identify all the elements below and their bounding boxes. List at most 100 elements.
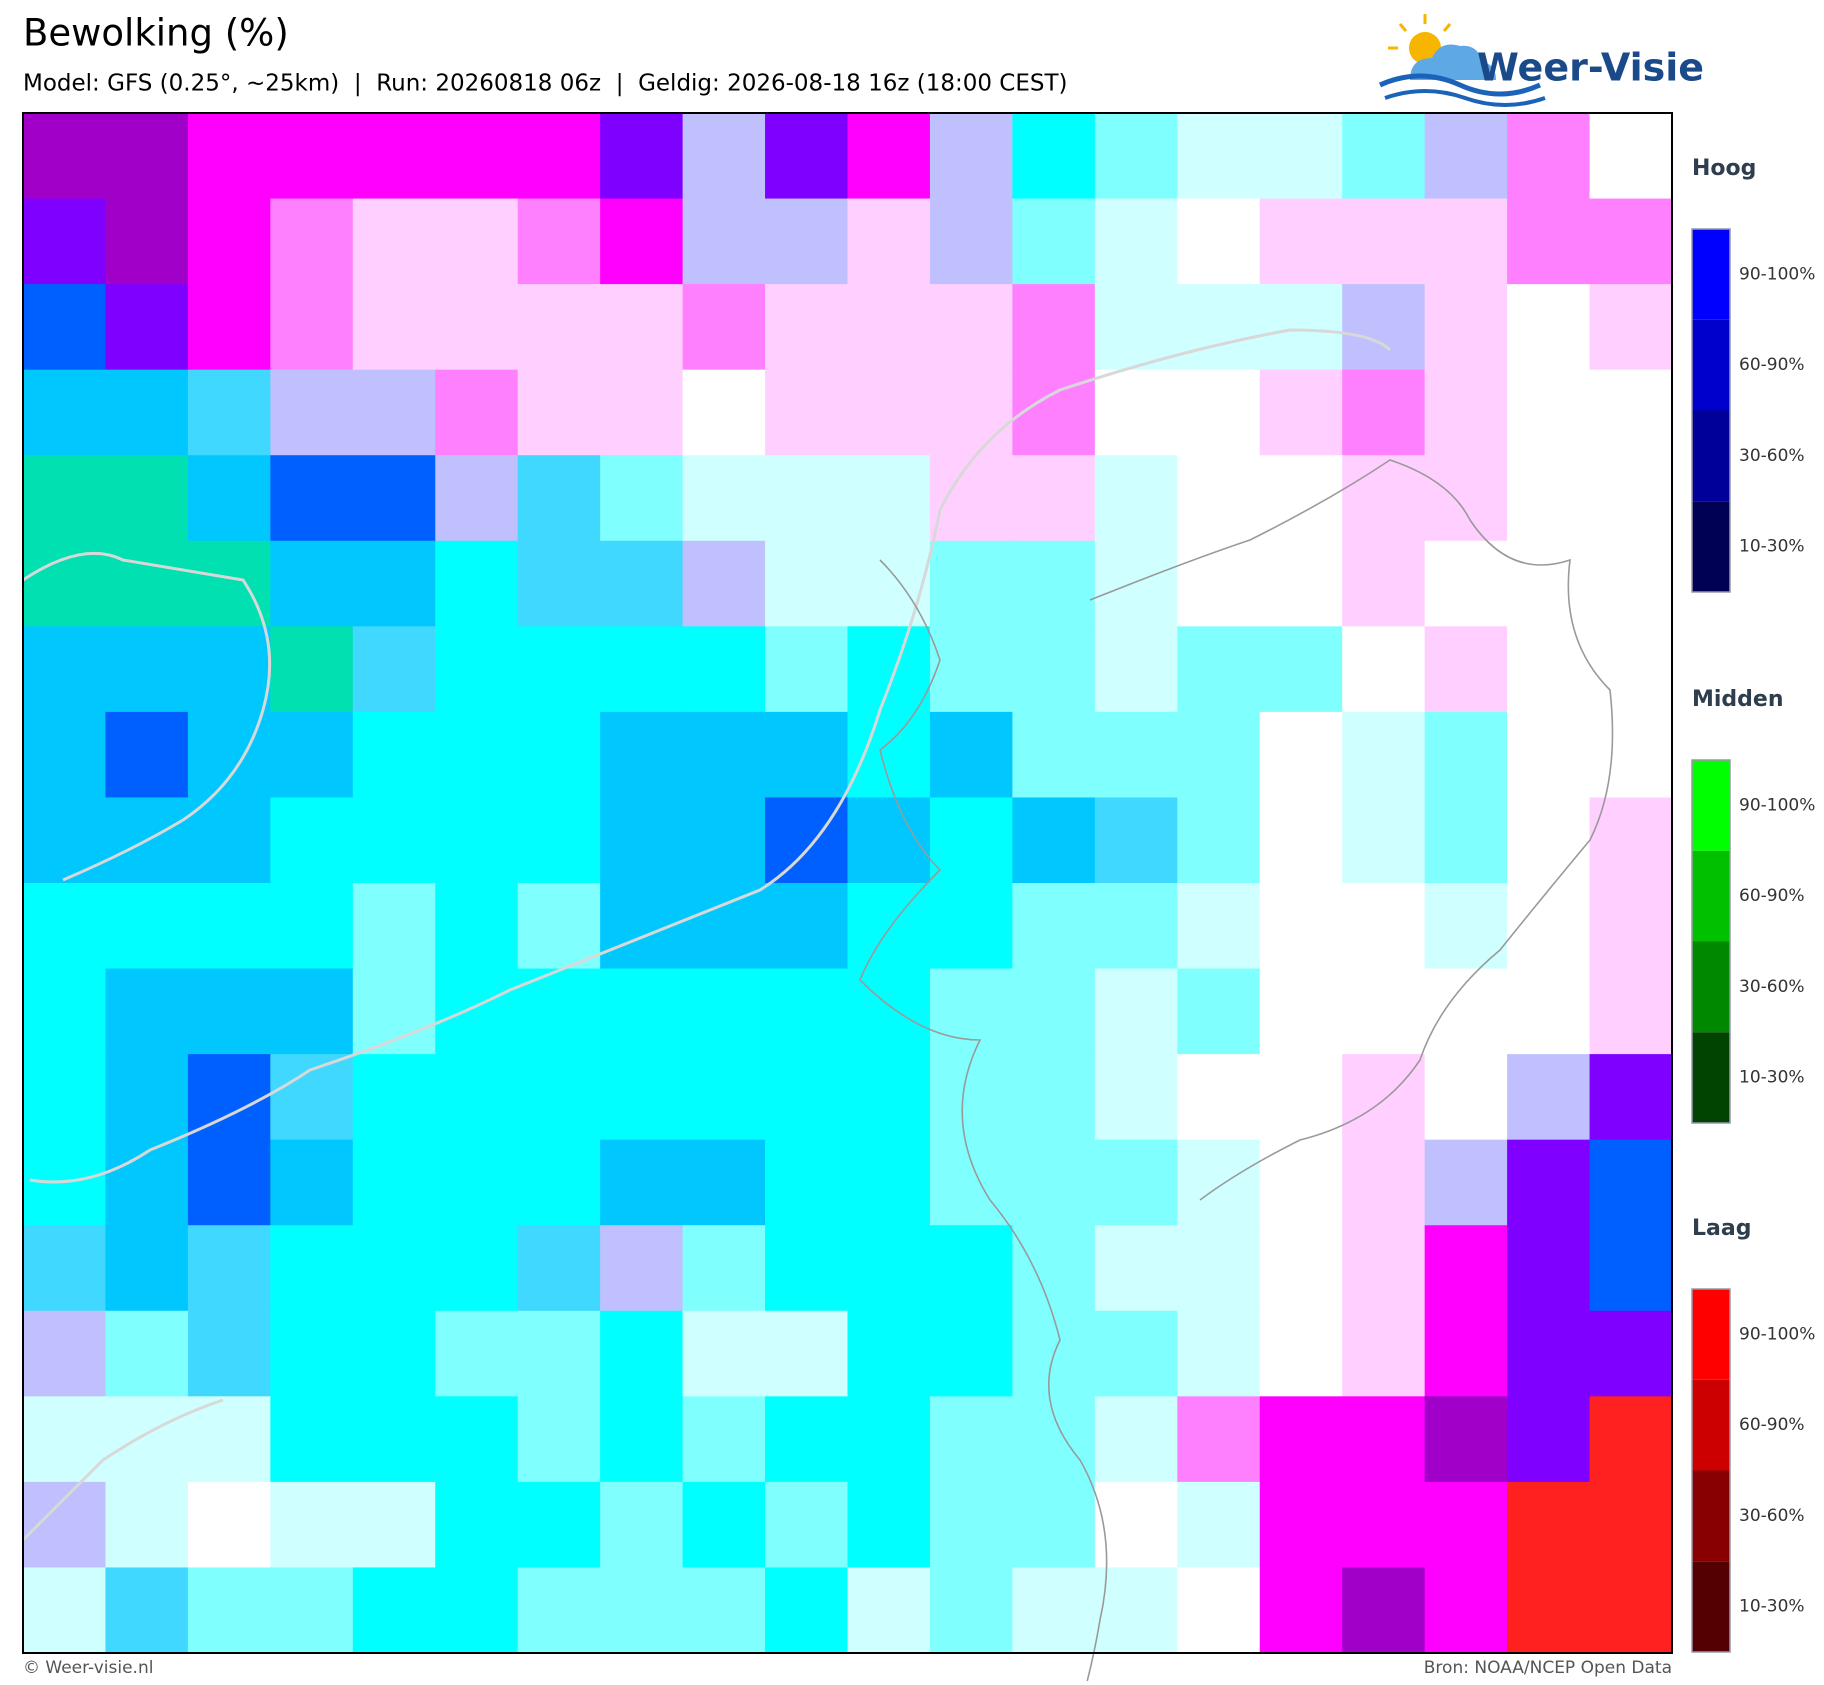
map-cell — [270, 540, 354, 627]
map-cell — [929, 284, 1013, 371]
map-cell — [1177, 711, 1261, 798]
map-cell — [600, 1225, 684, 1312]
map-cell — [1424, 113, 1508, 200]
map-cell — [682, 1139, 766, 1226]
map-cell — [1589, 113, 1673, 200]
map-cell — [23, 968, 106, 1055]
map-cell — [352, 1054, 436, 1141]
map-cell — [1507, 1567, 1591, 1654]
map-cell — [23, 455, 106, 542]
map-cell — [105, 1567, 189, 1654]
map-cell — [682, 1054, 766, 1141]
map-cell — [187, 626, 271, 713]
map-cell — [682, 1310, 766, 1397]
map-cell — [682, 1396, 766, 1483]
map-cell — [23, 626, 106, 713]
map-cell — [1507, 1396, 1591, 1483]
legend-swatch — [1692, 941, 1730, 1033]
map-cell — [352, 1139, 436, 1226]
map-cell — [1012, 883, 1096, 970]
map-cell — [517, 1567, 601, 1654]
map-cell — [1094, 455, 1178, 542]
map-cell — [435, 1310, 519, 1397]
map-cell — [270, 1481, 354, 1568]
map-cell — [435, 1396, 519, 1483]
map-cell — [435, 1567, 519, 1654]
map-cell — [1012, 1225, 1096, 1312]
map-cell — [1589, 198, 1673, 285]
map-cell — [929, 455, 1013, 542]
map-cell — [1094, 1054, 1178, 1141]
legend-label: 60-90% — [1739, 1415, 1805, 1435]
map-cell — [1424, 1567, 1508, 1654]
map-cell — [517, 1481, 601, 1568]
map-cell — [1094, 626, 1178, 713]
map-cell — [1342, 711, 1426, 798]
legend-label: 90-100% — [1739, 1324, 1815, 1344]
map-cell — [1589, 1139, 1673, 1226]
map-cell — [270, 1054, 354, 1141]
map-cell — [352, 1481, 436, 1568]
map-cell — [105, 626, 189, 713]
legend-title: Midden — [1692, 687, 1784, 712]
legend-title: Laag — [1692, 1216, 1751, 1241]
map-cell — [1012, 455, 1096, 542]
map-cell — [765, 1225, 848, 1312]
map-cell — [1177, 1139, 1261, 1226]
map-cell — [270, 369, 354, 456]
legend-swatch — [1692, 410, 1730, 502]
map-cell — [1507, 113, 1591, 200]
map-cell — [517, 883, 601, 970]
map-cell — [682, 284, 766, 371]
map-cell — [929, 968, 1013, 1055]
map-cell — [1507, 711, 1591, 798]
map-cell — [847, 1139, 931, 1226]
map-cell — [682, 113, 766, 200]
map-cell — [1177, 284, 1261, 371]
map-cell — [187, 1396, 271, 1483]
map-cell — [23, 1310, 106, 1397]
map-cell — [187, 113, 271, 200]
map-cell — [600, 540, 684, 627]
footer-right: Bron: NOAA/NCEP Open Data — [1424, 1658, 1672, 1678]
map-cell — [1589, 797, 1673, 884]
map-cell — [1094, 1225, 1178, 1312]
map-cell — [1589, 1396, 1673, 1483]
map-cell — [1177, 968, 1261, 1055]
legend-swatch — [1692, 229, 1730, 320]
map-cell — [517, 369, 601, 456]
map-cell — [847, 883, 931, 970]
logo-text: Weer-Visie — [1477, 46, 1704, 90]
map-cell — [23, 540, 106, 627]
map-cell — [23, 711, 106, 798]
map-cell — [23, 1225, 106, 1312]
map-cell — [765, 113, 848, 200]
map-cell — [1507, 797, 1591, 884]
map-cell — [1507, 284, 1591, 371]
map-cell — [929, 711, 1013, 798]
map-cell — [435, 968, 519, 1055]
map-cell — [1094, 883, 1178, 970]
map-cell — [1507, 883, 1591, 970]
map-cell — [352, 1567, 436, 1654]
map-cell — [1012, 1481, 1096, 1568]
legend-swatch — [1692, 319, 1730, 411]
map-cell — [1094, 284, 1178, 371]
map-cell — [187, 198, 271, 285]
map-cell — [682, 540, 766, 627]
legend-label: 10-30% — [1739, 1068, 1805, 1088]
map-cell — [1424, 711, 1508, 798]
map-cell — [1589, 626, 1673, 713]
map-cell — [1012, 711, 1096, 798]
map-cell — [1424, 1054, 1508, 1141]
map-cell — [352, 1310, 436, 1397]
map-cell — [847, 284, 931, 371]
map-cell — [600, 1481, 684, 1568]
legend-label: 60-90% — [1739, 886, 1805, 906]
legend-swatch — [1692, 1032, 1730, 1123]
legend-swatch — [1692, 850, 1730, 942]
map-cell — [1342, 626, 1426, 713]
map-cell — [765, 369, 848, 456]
map-cell — [1342, 797, 1426, 884]
map-cell — [435, 883, 519, 970]
